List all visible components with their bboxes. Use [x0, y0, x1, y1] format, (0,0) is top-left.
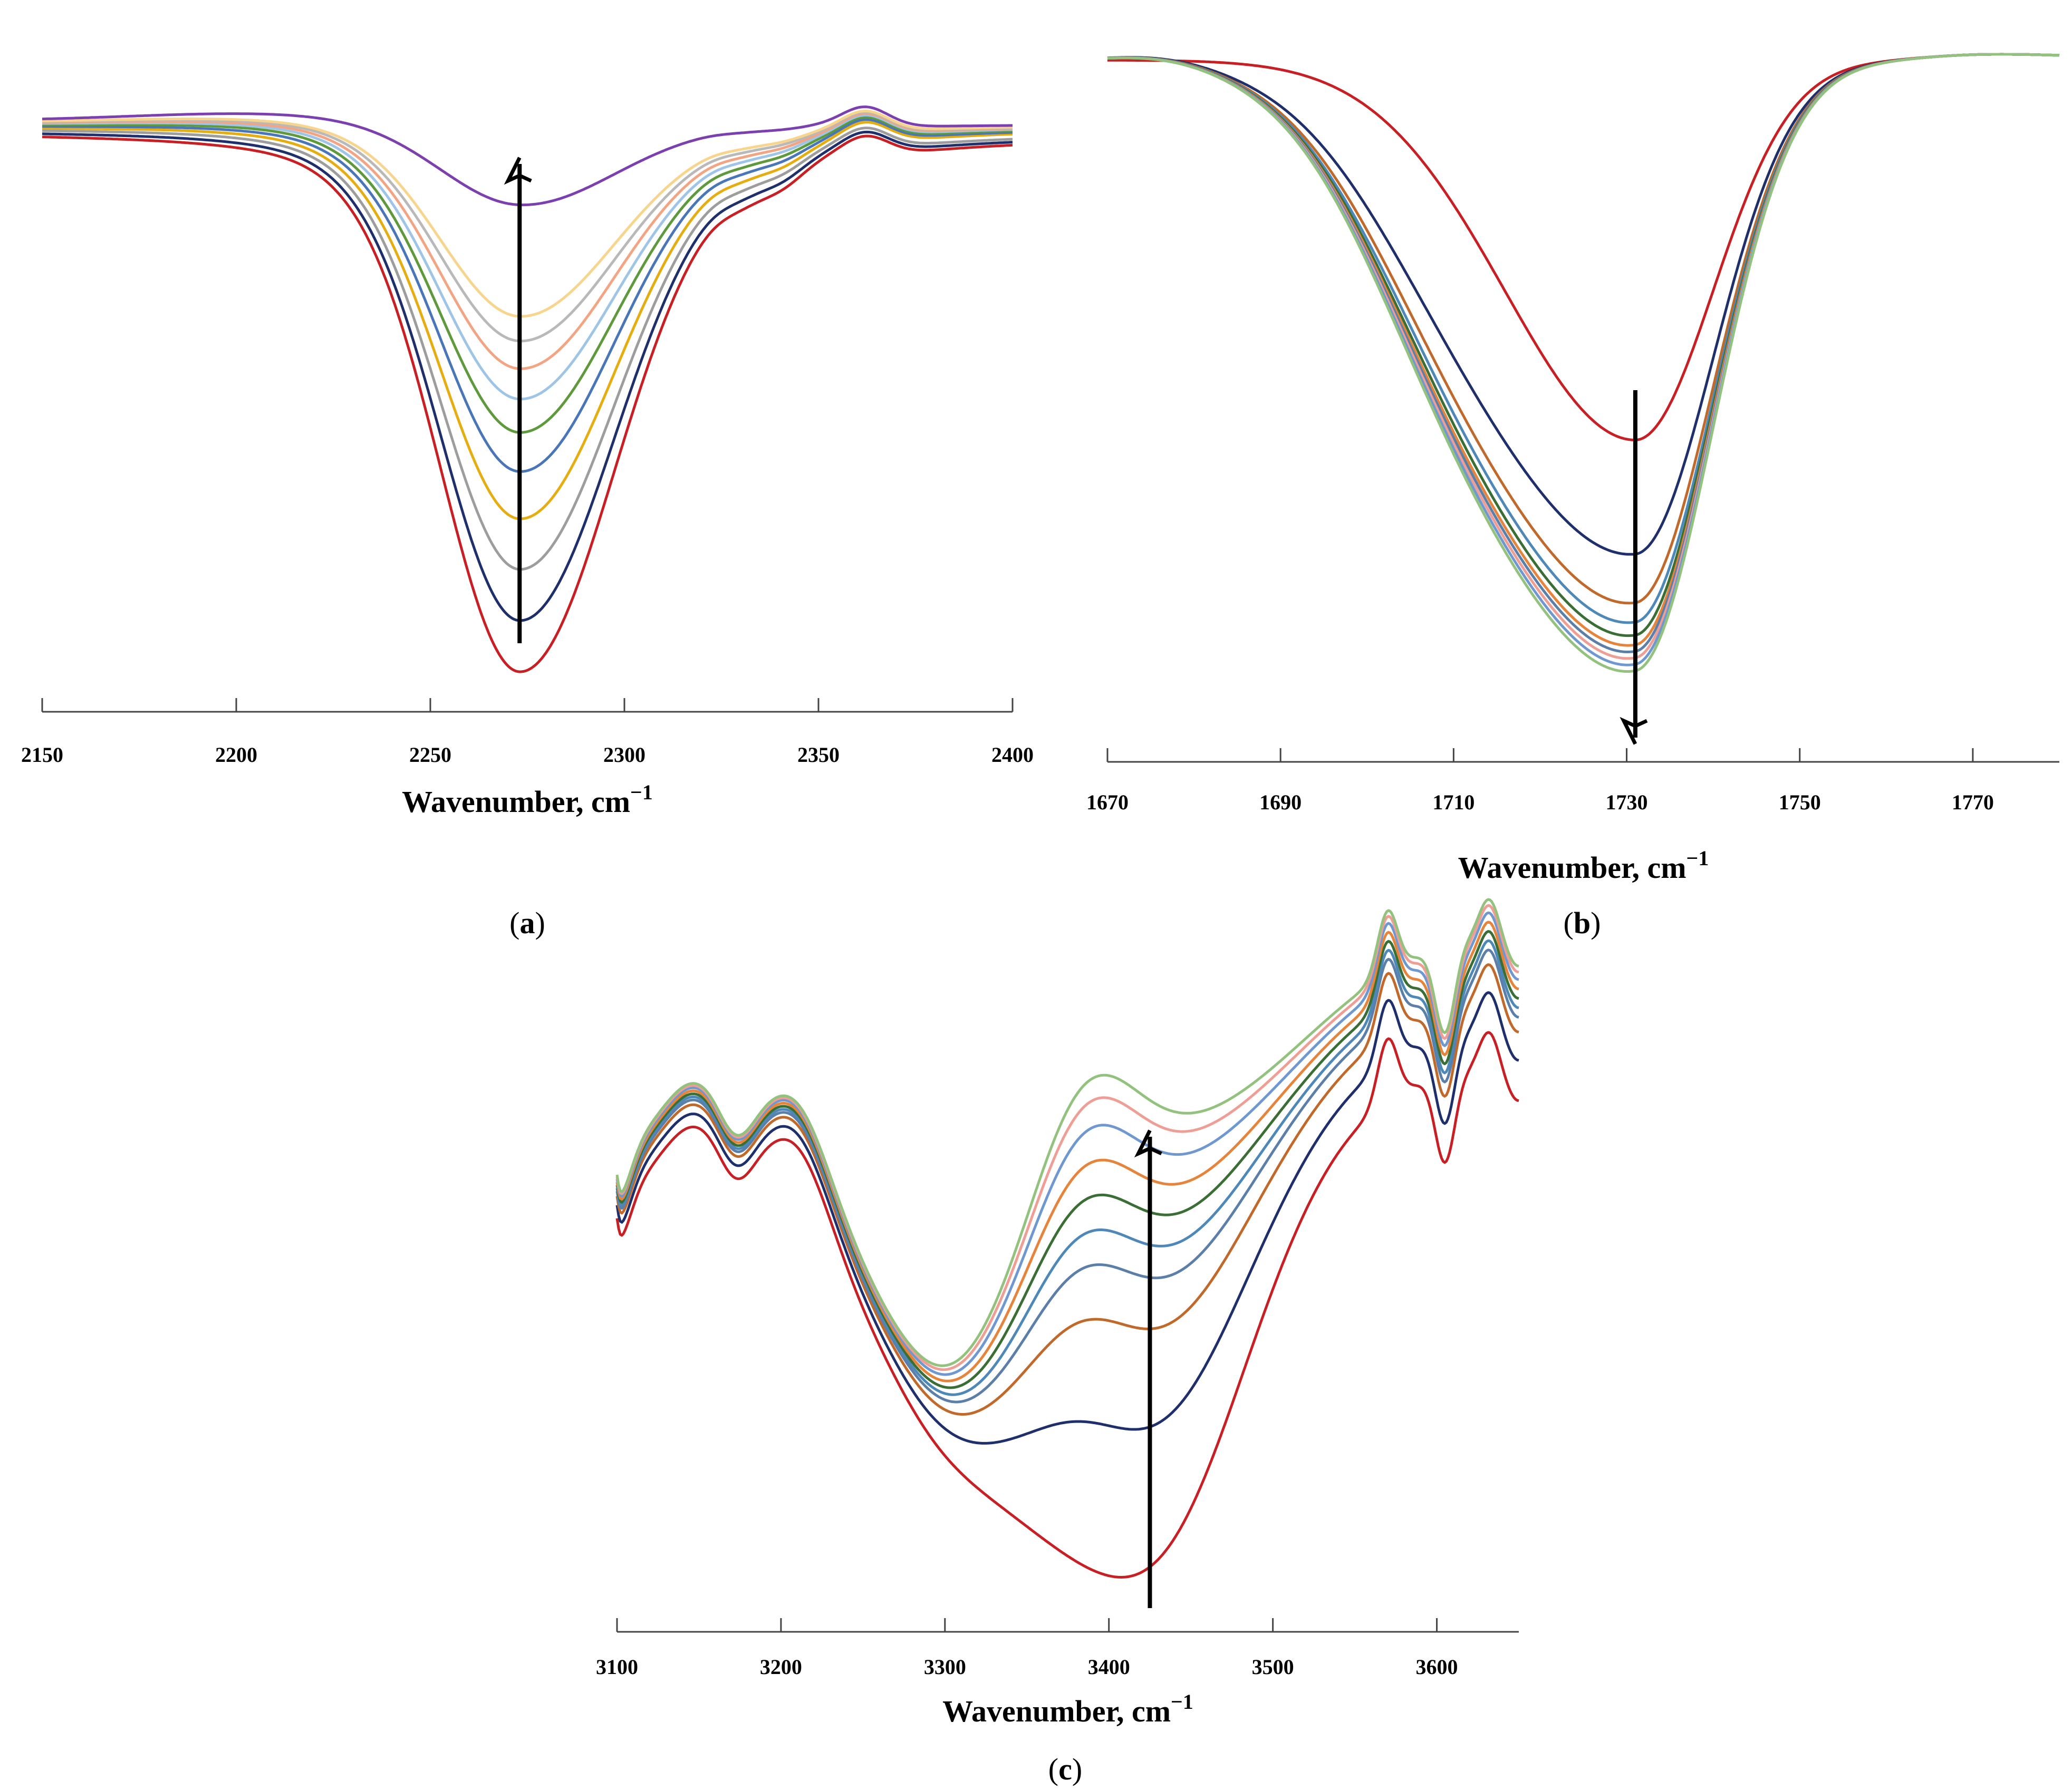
panel-b-label-letter: b [1574, 906, 1591, 940]
panel-b-x-axis-title-superscript: −1 [1686, 846, 1709, 870]
panel-c-series-10-line [615, 898, 1519, 1367]
panel-c-x-tick-label: 3500 [1252, 1655, 1294, 1679]
panel-c-series-4-line [615, 949, 1519, 1404]
panel-a-arrow-head [504, 157, 532, 185]
panel-a-series-2-line [42, 130, 1013, 622]
panel-c-series-9-line [615, 904, 1519, 1371]
panel-a-trend-arrow [504, 157, 532, 643]
panel-a-x-tick-label: 2250 [409, 743, 451, 767]
panel-b-arrow-head [1620, 717, 1648, 745]
panel-b-x-tick-label: 1670 [1086, 790, 1129, 814]
panel-b-trend-arrow [1620, 390, 1648, 745]
panel-a-x-tick-label: 2200 [215, 743, 257, 767]
panel-c-series-1-line [615, 1031, 1519, 1579]
panel-c-label: (c) [1048, 1752, 1082, 1786]
panel-b-series-10-line [1107, 53, 2060, 673]
panel-a-tick-labels: 2150 2200 2250 2300 2350 2400 [21, 743, 1034, 767]
panel-a-series-4-line [42, 121, 1013, 520]
panel-a-x-tick-label: 2300 [603, 743, 645, 767]
panel-a-series-10-line [42, 110, 1013, 318]
panel-c-x-tick-label: 3300 [924, 1655, 966, 1679]
panel-a-x-axis-title-text: Wavenumber, cm [402, 785, 630, 819]
panel-a-series-5-line [42, 118, 1013, 473]
panel-a-x-tick-label: 2150 [21, 743, 63, 767]
panel-c-x-axis [616, 1618, 1519, 1633]
panel-c-x-axis-title: Wavenumber, cm−1 [942, 1690, 1193, 1728]
panel-c-arrow-head [1134, 1129, 1162, 1158]
panel-c-label-letter: c [1058, 1752, 1072, 1786]
panel-a-series-8-line [42, 112, 1013, 370]
panel-a-label-letter: a [520, 906, 535, 940]
panel-c-series-7-line [615, 921, 1519, 1382]
panel-a-chart: 2150 2200 2250 2300 2350 2400 Wavenumber, cm−… [21, 105, 1034, 940]
panel-b-x-axis-title-text: Wavenumber, cm [1458, 850, 1686, 885]
panel-a-series-11-line [42, 105, 1013, 207]
panel-c-x-axis-title-superscript: −1 [1171, 1690, 1193, 1714]
panel-a-label: (a) [509, 906, 545, 940]
panel-a-series-6-line [42, 115, 1013, 434]
panel-b-x-tick-label: 1770 [1952, 790, 1994, 814]
panel-a-series-group [42, 105, 1013, 673]
panel-a-x-axis [41, 698, 1014, 713]
panel-b-x-tick-label: 1730 [1606, 790, 1648, 814]
panel-c-series-6-line [615, 930, 1519, 1389]
panel-c-x-tick-label: 3400 [1088, 1655, 1130, 1679]
panel-c-series-3-line [615, 963, 1519, 1416]
panel-b-label: (b) [1564, 906, 1601, 940]
panel-a-x-axis-title-superscript: −1 [630, 780, 653, 804]
panel-c-series-group [615, 898, 1519, 1579]
panel-b-tick-labels: 1670 1690 1710 1730 1750 1770 [1086, 790, 1994, 814]
panel-c-x-tick-label: 3200 [760, 1655, 802, 1679]
panel-a-series-7-line [42, 113, 1013, 401]
panel-c-x-axis-title-text: Wavenumber, cm [942, 1694, 1171, 1728]
panel-b-x-tick-label: 1750 [1779, 790, 1821, 814]
panel-b-chart: 1670 1690 1710 1730 1750 1770 Wavenumber, cm−… [1086, 53, 2060, 940]
panel-b-series-group [1107, 53, 2060, 673]
panel-a-x-axis-title: Wavenumber, cm−1 [402, 780, 653, 819]
panel-c-chart: 3100 3200 3300 3400 3500 3600 Wavenumber, cm−… [596, 898, 1519, 1786]
panel-c-series-8-line [615, 911, 1519, 1376]
panel-a-series-3-line [42, 127, 1013, 571]
panel-c-series-5-line [615, 939, 1519, 1396]
panel-a-x-tick-label: 2350 [797, 743, 840, 767]
panel-c-series-2-line [615, 991, 1519, 1445]
panel-c-x-tick-label: 3600 [1416, 1655, 1458, 1679]
panel-a-x-tick-label: 2400 [991, 743, 1034, 767]
panel-b-x-tick-label: 1690 [1259, 790, 1302, 814]
panel-a-series-1-line [42, 134, 1013, 673]
panel-b-x-axis-title: Wavenumber, cm−1 [1458, 846, 1709, 885]
panel-c-trend-arrow [1134, 1129, 1162, 1608]
panel-c-tick-labels: 3100 3200 3300 3400 3500 3600 [596, 1655, 1458, 1679]
panel-b-x-tick-label: 1710 [1432, 790, 1475, 814]
panel-b-x-axis [1106, 748, 2059, 763]
panel-c-x-tick-label: 3100 [596, 1655, 638, 1679]
